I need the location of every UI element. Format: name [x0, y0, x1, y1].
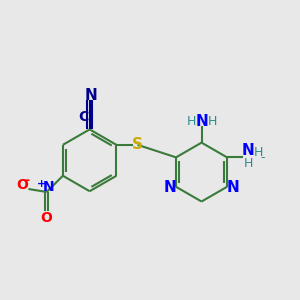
Text: -: - — [25, 174, 30, 187]
Text: C: C — [78, 110, 88, 124]
Text: N: N — [196, 114, 208, 129]
Text: O: O — [16, 178, 28, 193]
Text: H: H — [254, 146, 263, 159]
Text: O: O — [41, 211, 52, 225]
Text: H: H — [187, 115, 196, 128]
Text: N: N — [42, 180, 54, 194]
Text: N: N — [164, 180, 176, 195]
Text: N: N — [242, 143, 255, 158]
Text: H: H — [208, 115, 218, 128]
Text: +: + — [37, 179, 46, 189]
Text: H: H — [244, 157, 253, 170]
Text: S: S — [132, 137, 143, 152]
Text: N: N — [226, 180, 239, 195]
Text: -: - — [261, 151, 265, 164]
Text: N: N — [85, 88, 98, 103]
